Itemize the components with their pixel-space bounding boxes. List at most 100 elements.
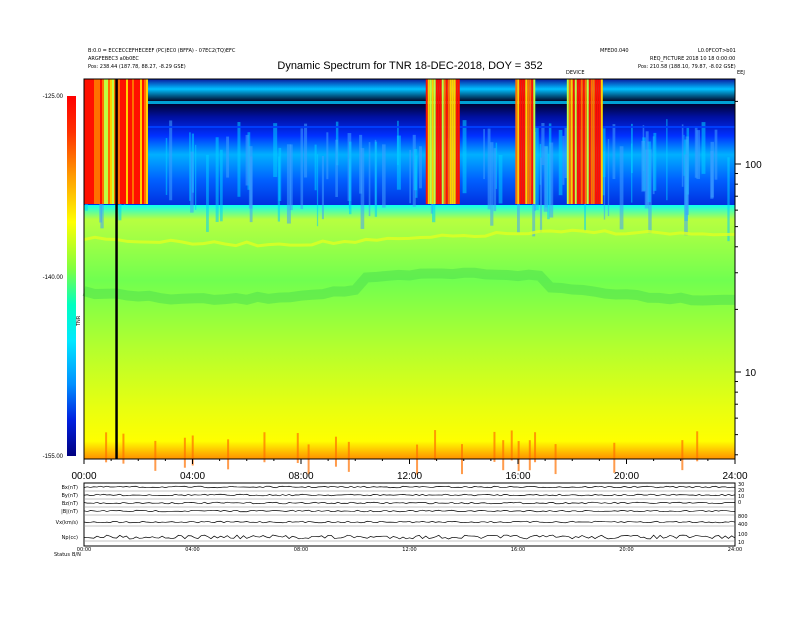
noise-spike bbox=[681, 440, 684, 471]
burst-column bbox=[590, 79, 593, 204]
tnr-label: TNR bbox=[76, 315, 82, 327]
lower-panel-frame bbox=[83, 482, 736, 547]
noise-spike bbox=[122, 433, 125, 464]
burst-column bbox=[523, 79, 526, 204]
frequency-tick-label: 10 bbox=[745, 368, 757, 379]
burst-column bbox=[136, 79, 138, 204]
burst-column bbox=[576, 79, 579, 204]
burst-column bbox=[124, 79, 126, 204]
header-left-line3: Pos: 238.44 (187.78, 88.27, -8.29 GSE) bbox=[88, 64, 186, 70]
burst-column bbox=[96, 79, 98, 204]
noise-spike bbox=[191, 435, 194, 466]
burst-column bbox=[586, 79, 589, 204]
burst-column bbox=[108, 79, 110, 204]
time-tick-label: 16:00 bbox=[505, 471, 530, 482]
burst-column bbox=[578, 79, 581, 204]
burst-column bbox=[568, 79, 571, 204]
lower-time-label: 16:00 bbox=[511, 547, 525, 553]
spectrum-streak bbox=[666, 119, 668, 201]
spectrum-streak bbox=[541, 123, 545, 166]
noise-spike bbox=[528, 440, 531, 471]
header-left-line2: ARGFEBEC3 a0b0EC bbox=[88, 56, 139, 62]
spectrum-streak bbox=[326, 132, 329, 180]
colorbar-tick-bottom: -155.00 bbox=[43, 454, 64, 460]
spectrum-streak bbox=[645, 131, 649, 205]
burst-column bbox=[114, 79, 116, 204]
spectrum-streak bbox=[368, 142, 371, 217]
burst-column bbox=[92, 79, 94, 204]
spectrum-streak bbox=[316, 154, 319, 227]
header-left-line1: B:0.0 = ECCECCEFHECEEF (PC)EC0 (BFFA) - … bbox=[88, 48, 236, 54]
burst-column bbox=[451, 79, 454, 204]
band-line bbox=[84, 101, 735, 104]
spectrum-streak bbox=[535, 127, 539, 211]
burst-column bbox=[525, 79, 528, 204]
spectrum-streak bbox=[710, 151, 714, 199]
burst-column bbox=[533, 79, 536, 204]
spectrum-streak bbox=[195, 144, 197, 210]
lower-row-trace bbox=[83, 501, 736, 505]
lower-right-tick: 30 bbox=[738, 482, 744, 488]
burst-column bbox=[455, 79, 458, 204]
noise-spike bbox=[510, 430, 513, 461]
burst-column bbox=[515, 79, 518, 204]
spectrogram-lower-band bbox=[84, 204, 735, 459]
spectrum-streak bbox=[419, 146, 422, 189]
burst-column bbox=[517, 79, 520, 204]
burst-column bbox=[118, 79, 120, 204]
burst-column bbox=[146, 79, 148, 204]
lower-right-tick: 100 bbox=[738, 532, 748, 538]
lower-time-label: 08:00 bbox=[294, 547, 308, 553]
spectrum-streak bbox=[543, 146, 548, 212]
spectrum-streak bbox=[359, 134, 363, 194]
spectrum-streak bbox=[189, 132, 191, 201]
spectrum-streak bbox=[714, 129, 718, 180]
spectrum-streak bbox=[286, 144, 291, 224]
spectrum-streak bbox=[335, 139, 338, 197]
noise-spike bbox=[296, 433, 299, 464]
burst-column bbox=[130, 79, 132, 204]
spectrum-streak bbox=[619, 146, 624, 230]
burst-column bbox=[598, 79, 601, 204]
burst-column bbox=[445, 79, 448, 204]
spectrogram bbox=[82, 79, 736, 475]
spectrum-streak bbox=[602, 128, 606, 178]
spectrum-streak bbox=[220, 149, 223, 222]
spectrum-streak bbox=[607, 139, 610, 217]
lower-time-label: 24:00 bbox=[728, 547, 742, 553]
burst-column bbox=[453, 79, 456, 204]
spectrum-streak bbox=[694, 126, 698, 178]
spectrum-streak bbox=[304, 123, 308, 178]
spectrum-streak bbox=[237, 122, 241, 197]
spectrum-streak bbox=[683, 134, 685, 176]
lower-time-label: 00:00 bbox=[77, 547, 91, 553]
spectrum-streak bbox=[206, 154, 209, 232]
time-tick-label: 20:00 bbox=[614, 471, 639, 482]
lower-row-label: |B|(nT) bbox=[61, 509, 78, 515]
burst-column bbox=[521, 79, 524, 204]
burst-column bbox=[112, 79, 114, 204]
burst-column bbox=[572, 79, 575, 204]
time-tick-label: 12:00 bbox=[397, 471, 422, 482]
lower-right-tick: 20 bbox=[738, 488, 744, 494]
spectrum-streak bbox=[382, 144, 386, 208]
noise-spike bbox=[227, 439, 230, 470]
spectrum-streak bbox=[289, 144, 293, 211]
time-tick-label: 00:00 bbox=[71, 471, 96, 482]
spectrum-streak bbox=[321, 155, 324, 220]
spectrum-streak bbox=[612, 124, 616, 180]
burst-column bbox=[122, 79, 124, 204]
spectrum-streak bbox=[314, 144, 317, 191]
burst-column bbox=[447, 79, 450, 204]
spectrum-streak bbox=[300, 128, 304, 210]
noise-spike bbox=[347, 441, 350, 472]
burst-column bbox=[110, 79, 112, 204]
chart-title: Dynamic Spectrum for TNR 18-DEC-2018, DO… bbox=[277, 60, 542, 72]
spectrum-streak bbox=[247, 132, 251, 190]
burst-column bbox=[128, 79, 130, 204]
spectrum-streak bbox=[653, 132, 657, 191]
spectrum-streak bbox=[641, 140, 646, 192]
lower-time-label: 20:00 bbox=[619, 547, 633, 553]
spectrum-streak bbox=[462, 120, 467, 194]
